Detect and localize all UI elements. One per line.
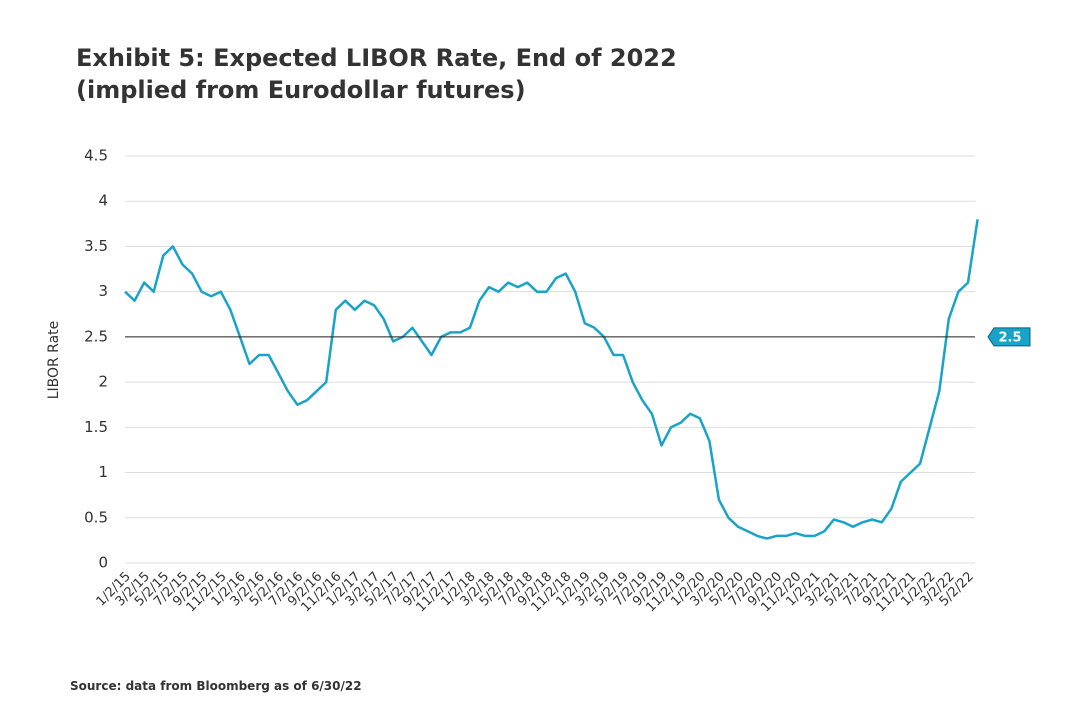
y-tick-label: 4 (98, 192, 108, 210)
y-tick-label: 2 (98, 373, 108, 391)
y-tick-label: 0 (98, 554, 108, 572)
chart-title: Exhibit 5: Expected LIBOR Rate, End of 2… (76, 44, 677, 72)
y-tick-label: 1 (98, 463, 108, 481)
y-tick-label: 3 (98, 282, 108, 300)
reference-label: 2.5 (998, 330, 1021, 345)
y-tick-label: 1.5 (84, 418, 108, 436)
y-tick-label: 0.5 (84, 508, 108, 526)
chart-title: (implied from Eurodollar futures) (76, 76, 526, 104)
y-tick-label: 4.5 (84, 147, 108, 165)
y-axis-label: LIBOR Rate (46, 321, 62, 400)
reference-label-box (987, 327, 1031, 347)
source: Source: data from Bloomberg as of 6/30/2… (70, 679, 362, 693)
y-tick-label: 2.5 (84, 327, 108, 345)
y-tick-label: 3.5 (84, 237, 108, 255)
line-series (124, 219, 979, 540)
